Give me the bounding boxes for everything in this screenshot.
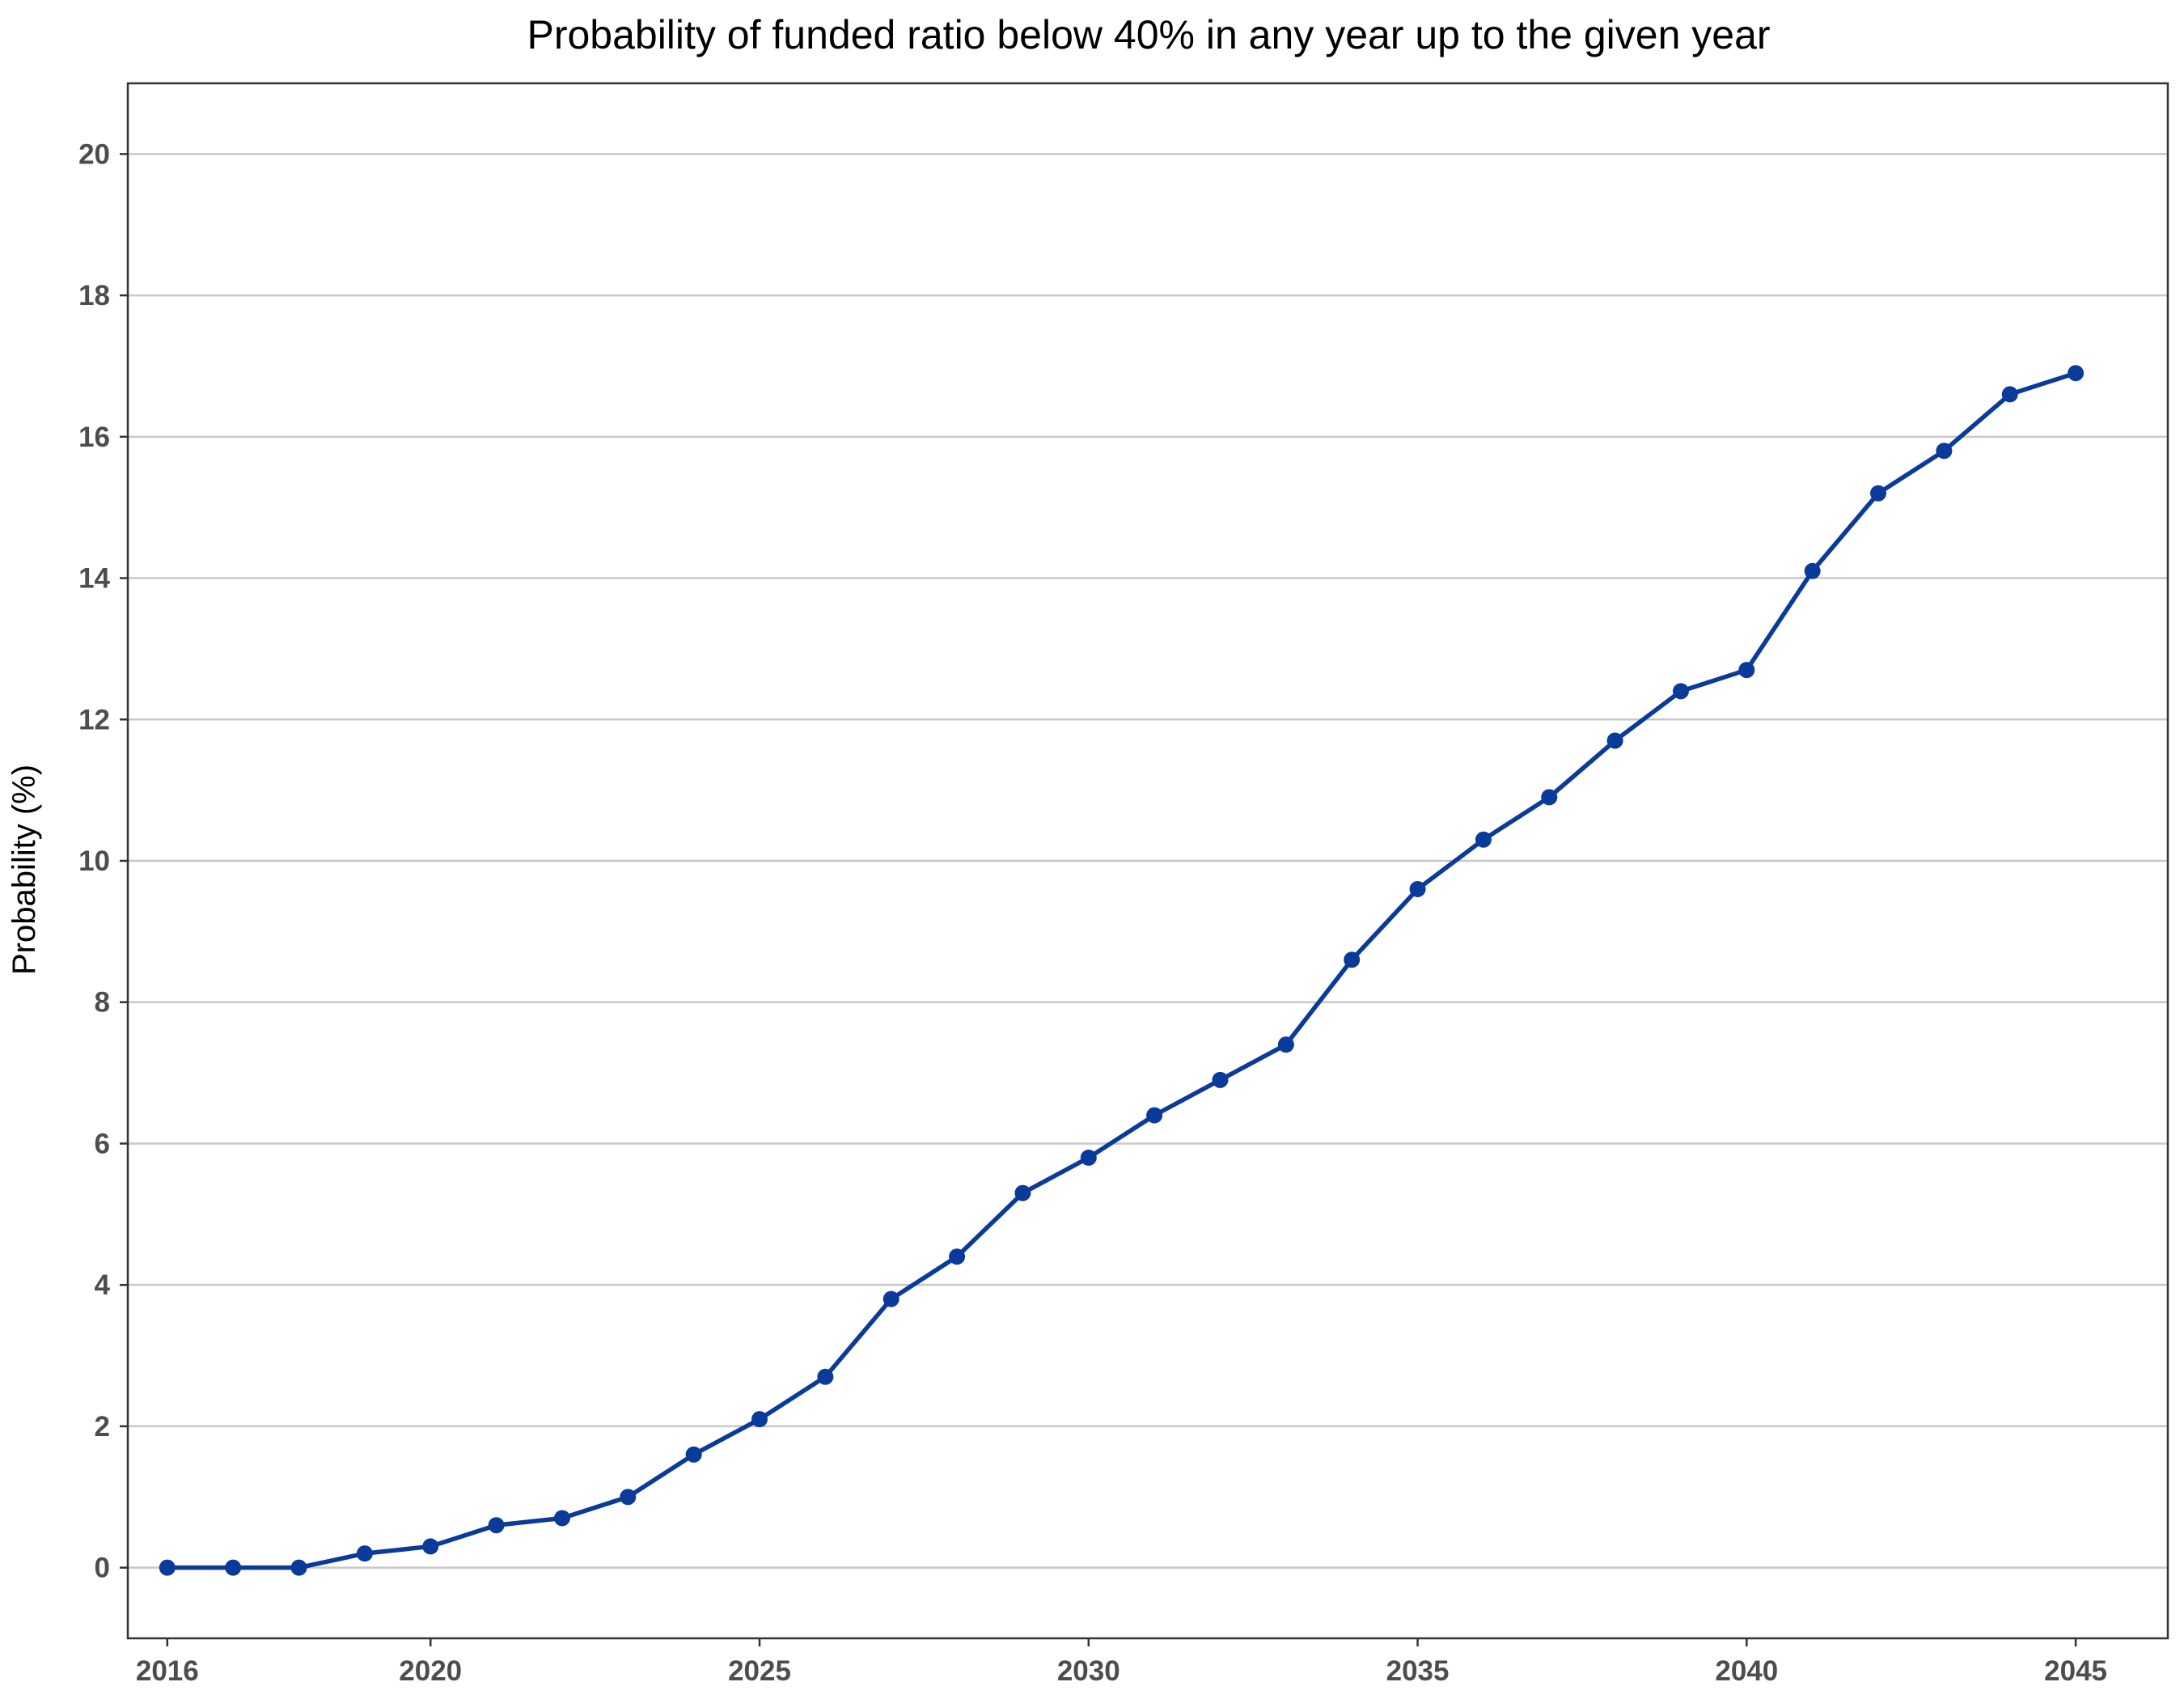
data-point [1541,789,1558,806]
x-tick-label: 2025 [728,1655,791,1687]
plot-border [126,82,2169,1640]
y-axis-label: Probability (%) [6,765,42,975]
axis-ticks: 0 2 4 6 8 10 12 14 16 18 20 2016 2020 2025 2030 2035 204… [78,138,2107,1687]
data-point [882,1290,899,1307]
y-tick-label: 2 [95,1411,110,1443]
data-point [1277,1036,1294,1053]
data-point [620,1489,637,1506]
data-point [1870,485,1887,502]
data-point [1146,1107,1163,1124]
chart-title: Probability of funded ratio below 40% in… [527,12,1770,57]
data-point [1014,1184,1031,1201]
gridlines [128,153,2168,1569]
data-point [1606,732,1623,749]
y-tick-label: 10 [78,845,110,877]
x-tick-label: 2045 [2044,1655,2107,1687]
data-point [1080,1149,1097,1166]
data-point [817,1368,834,1385]
data-point [2068,365,2085,382]
data-point [422,1538,439,1555]
data-point [1212,1071,1229,1088]
y-tick-label: 18 [78,280,110,311]
data-point [751,1411,768,1428]
data-point [1344,951,1361,968]
data-point [225,1559,242,1576]
x-tick-label: 2016 [136,1655,199,1687]
y-tick-label: 0 [95,1553,110,1584]
data-point [553,1510,570,1527]
x-tick-label: 2040 [1715,1655,1778,1687]
x-tick-label: 2030 [1057,1655,1120,1687]
data-point [1672,683,1689,700]
data-point [1738,662,1755,679]
data-point [1804,562,1821,579]
series-line [165,371,2078,1570]
y-tick-label: 12 [78,704,110,735]
y-tick-label: 8 [95,987,110,1019]
x-tick-label: 2035 [1386,1655,1450,1687]
y-tick-label: 4 [95,1269,111,1301]
data-point [1409,880,1426,897]
series-layer [159,365,2085,1576]
y-tick-label: 20 [78,138,110,170]
data-point [1475,831,1492,848]
y-tick-label: 6 [95,1128,110,1159]
x-tick-label: 2020 [399,1655,462,1687]
data-point [949,1248,966,1265]
data-point [159,1559,176,1576]
y-tick-label: 14 [78,563,110,595]
data-point [685,1446,702,1463]
data-point [290,1559,307,1576]
y-tick-label: 16 [78,422,110,453]
data-point [1936,443,1953,460]
data-point [488,1517,505,1534]
data-point [356,1545,373,1562]
data-point [2001,386,2018,403]
